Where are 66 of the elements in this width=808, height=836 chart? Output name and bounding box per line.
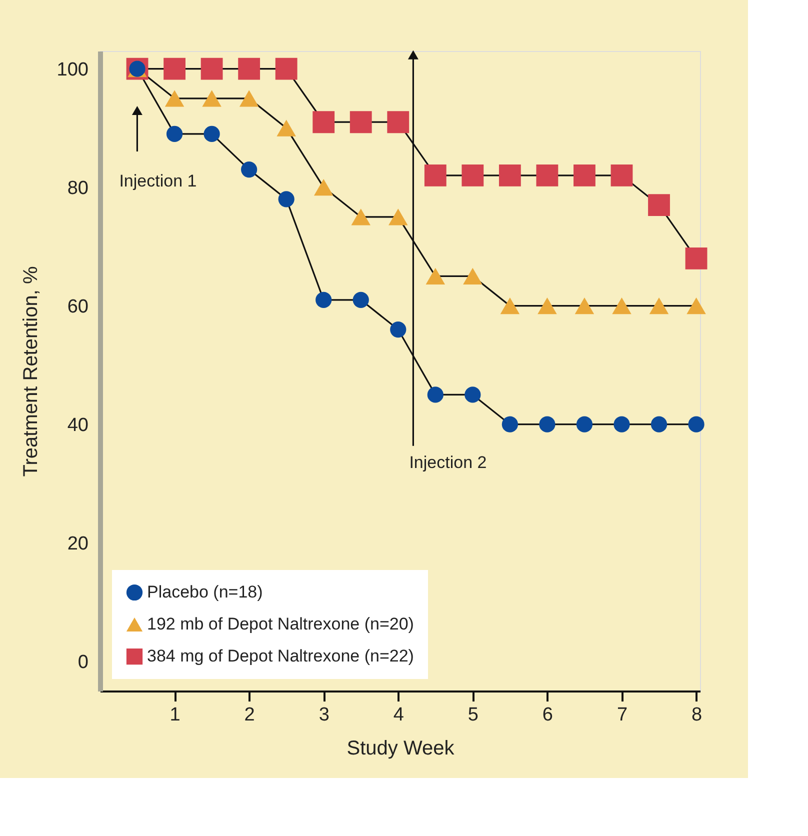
point xyxy=(498,164,521,186)
point xyxy=(463,268,482,285)
y-tick-label: 40 xyxy=(67,414,88,436)
point xyxy=(314,178,334,196)
point xyxy=(649,297,669,314)
y-tick-label: 0 xyxy=(78,652,88,673)
point xyxy=(650,416,668,432)
point xyxy=(238,58,260,80)
point xyxy=(164,90,184,107)
x-tick-label: 8 xyxy=(691,704,702,726)
x-tick-label: 3 xyxy=(318,704,330,726)
point xyxy=(685,247,708,270)
point xyxy=(688,416,704,432)
point xyxy=(612,297,632,314)
point xyxy=(278,191,294,208)
point xyxy=(387,111,410,134)
point xyxy=(614,416,630,432)
point xyxy=(502,416,518,432)
point xyxy=(576,416,593,432)
point xyxy=(351,208,370,226)
point xyxy=(166,126,183,142)
x-tick-label: 2 xyxy=(244,704,255,726)
point xyxy=(648,194,670,216)
point xyxy=(462,164,484,186)
legend-label: 384 mg of Depot Naltrexone (n=22) xyxy=(147,646,414,666)
point xyxy=(390,321,406,338)
point xyxy=(202,90,222,107)
y-tick-label: 60 xyxy=(67,296,88,318)
point xyxy=(316,292,332,308)
y-tick-label: 20 xyxy=(67,533,88,554)
legend-label: Placebo (n=18) xyxy=(147,582,263,602)
point xyxy=(204,126,220,142)
point xyxy=(350,111,372,134)
x-tick-label: 5 xyxy=(468,704,478,726)
point xyxy=(388,208,408,226)
point xyxy=(574,297,594,314)
point xyxy=(164,58,186,80)
x-tick-label: 7 xyxy=(616,704,628,726)
x-tick-label: 1 xyxy=(170,704,180,726)
point xyxy=(686,297,706,314)
legend-label: 192 mb of Depot Naltrexone (n=20) xyxy=(147,614,414,634)
point xyxy=(538,297,557,314)
annotation: Injection 2 xyxy=(409,453,487,472)
x-tick-label: 4 xyxy=(393,704,404,726)
point xyxy=(539,416,556,432)
y-axis-title: Treatment Retention, % xyxy=(20,266,42,477)
point xyxy=(426,268,446,285)
point xyxy=(275,58,298,80)
annotation: Injection 1 xyxy=(119,172,197,191)
x-tick-label: 6 xyxy=(542,704,553,726)
point xyxy=(200,58,223,80)
point xyxy=(610,164,633,186)
point xyxy=(536,164,558,186)
point xyxy=(464,386,481,403)
point xyxy=(424,164,446,186)
point xyxy=(352,292,369,308)
point xyxy=(312,111,335,134)
point xyxy=(239,90,259,107)
y-tick-label: 100 xyxy=(56,59,88,80)
point xyxy=(427,386,444,403)
x-axis-title: Study Week xyxy=(346,738,456,760)
point xyxy=(574,164,596,186)
point xyxy=(276,120,296,136)
point xyxy=(500,297,520,314)
point xyxy=(241,161,258,178)
y-tick-label: 80 xyxy=(67,178,88,199)
